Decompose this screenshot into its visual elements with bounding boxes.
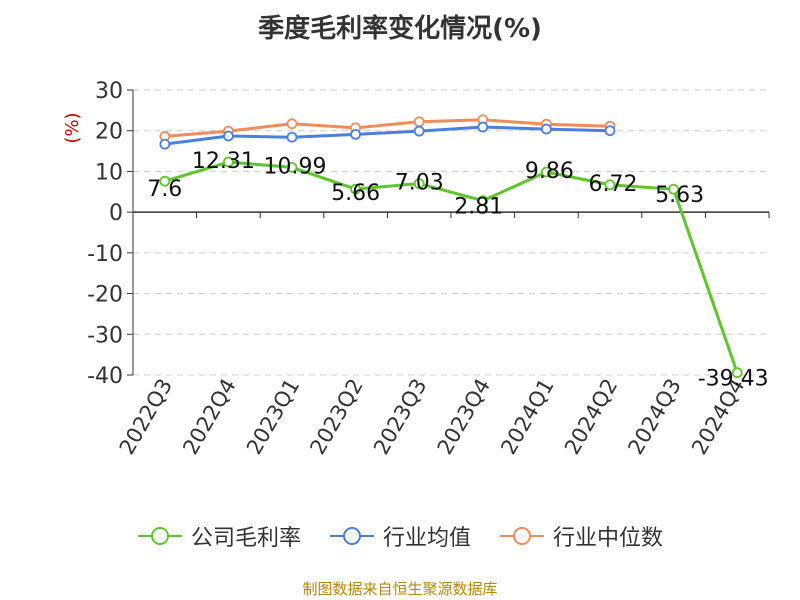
data-point (604, 125, 616, 137)
data-point (668, 183, 679, 195)
data-point (604, 179, 616, 191)
x-tick-label: 2024Q1 (496, 375, 558, 459)
data-point (731, 367, 743, 379)
y-tick-label: -40 (87, 364, 123, 389)
series-line (164, 125, 611, 146)
x-tick-label: 2023Q1 (242, 375, 304, 459)
data-point (222, 130, 234, 142)
data-label: -39.43 (698, 367, 769, 392)
y-tick-label: -20 (87, 283, 123, 308)
legend-label-company-margin: 公司毛利率 (190, 526, 301, 551)
data-label: 7.6 (147, 177, 182, 202)
data-point (286, 118, 298, 130)
y-tick-label: 20 (95, 120, 123, 145)
y-tick-label: 30 (95, 79, 123, 104)
y-tick-label: 0 (109, 201, 123, 226)
legend-swatch-industry-mean-icon (329, 527, 374, 545)
legend-item-industry-mean[interactable]: 行业均值 (329, 520, 471, 552)
data-label: 2.81 (454, 195, 503, 220)
x-tick-label: 2023Q4 (433, 375, 495, 459)
data-point (350, 183, 362, 195)
legend-item-industry-median[interactable]: 行业中位数 (499, 520, 663, 552)
data-point (222, 156, 234, 168)
data-point (541, 123, 552, 135)
y-axis-label: (%) (62, 112, 83, 143)
legend: 公司毛利率 行业均值 行业中位数 (0, 520, 800, 552)
y-tick-label: -10 (87, 242, 123, 267)
legend-swatch-company-margin-icon (137, 527, 182, 545)
series-line (164, 160, 739, 374)
y-tick-label: 10 (95, 160, 123, 185)
data-point (159, 175, 171, 187)
data-point (286, 131, 298, 143)
data-label: 9.86 (525, 159, 574, 184)
data-point (286, 161, 298, 173)
series-line (164, 118, 611, 138)
data-label: 10.99 (264, 154, 327, 179)
data-point (159, 138, 171, 150)
legend-item-company-margin[interactable]: 公司毛利率 (137, 520, 301, 552)
data-point (413, 116, 425, 128)
data-label: 5.63 (655, 183, 704, 208)
source-note: 制图数据来自恒生聚源数据库 (302, 580, 498, 598)
x-tick-label: 2022Q3 (115, 375, 177, 459)
chart-title: 季度毛利率变化情况(%) (258, 14, 542, 44)
data-label: 5.66 (331, 181, 380, 206)
data-point (350, 128, 362, 140)
x-tick-label: 2023Q2 (305, 375, 367, 459)
data-point (413, 125, 425, 137)
data-point (477, 195, 489, 207)
x-tick-label: 2022Q4 (178, 375, 240, 459)
data-label: 6.72 (589, 172, 638, 197)
data-point (477, 121, 489, 133)
data-label: 7.03 (395, 171, 444, 196)
y-tick-label: -30 (87, 323, 123, 348)
data-point (413, 178, 425, 189)
legend-label-industry-mean: 行业均值 (382, 526, 471, 551)
legend-label-industry-median: 行业中位数 (553, 526, 664, 551)
x-tick-label: 2024Q3 (623, 375, 685, 459)
x-tick-label: 2024Q2 (560, 375, 622, 459)
data-label: 12.31 (192, 149, 255, 174)
x-tick-label: 2023Q3 (369, 375, 431, 459)
data-point (541, 166, 552, 178)
legend-swatch-industry-median-icon (500, 527, 544, 545)
